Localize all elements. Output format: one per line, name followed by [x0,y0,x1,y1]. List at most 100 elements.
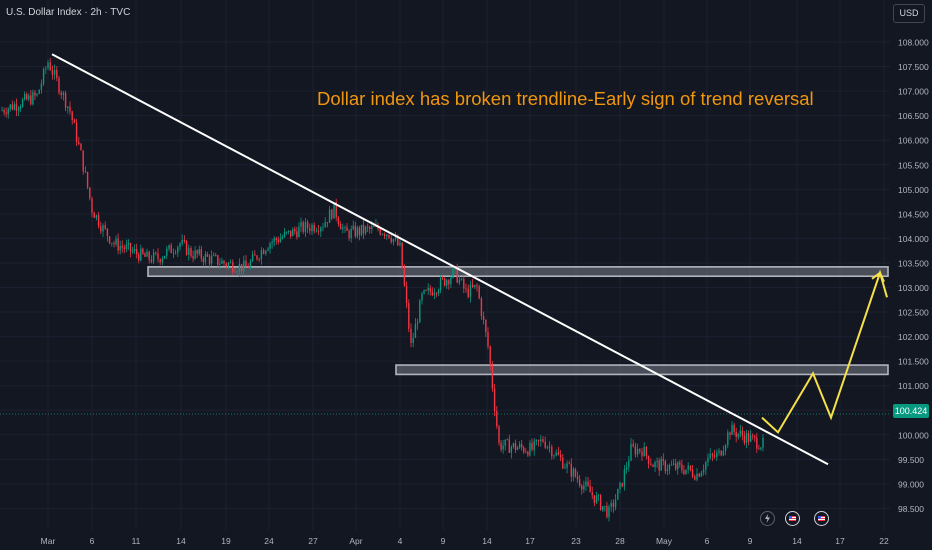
candle-body [229,262,232,264]
candle-body [660,458,662,471]
candle-body [458,279,461,283]
candle-body [745,433,748,443]
candle-body [339,223,342,230]
candle-body [185,241,188,255]
candle-body [555,452,557,456]
candle-body [546,446,549,448]
candle-body [696,473,698,480]
candle-body [394,237,397,240]
candle-body [362,224,365,234]
candle-body [179,243,181,247]
candle-body [127,243,130,245]
candle-body [585,481,587,486]
candle-body [161,258,164,263]
candle-body [285,231,288,233]
candle-body [602,506,604,510]
candle-body [518,444,521,448]
candle-body [496,410,498,427]
candle-body [562,457,564,469]
candle-body [480,298,483,317]
candle-body [269,243,271,249]
candle-body [196,250,198,254]
projection-arrowhead [871,271,885,283]
candle-body [516,447,519,450]
candle-body [129,243,132,252]
candle-body [500,442,502,450]
candle-body [427,287,429,291]
candle-body [119,246,121,251]
candle-body [78,142,80,144]
candle-body [115,238,117,245]
candle-body [687,465,689,470]
candle-body [1,110,3,111]
candle-body [599,495,602,510]
candle-body [702,469,705,473]
candle-body [150,259,153,262]
candle-body [40,83,43,90]
candle-body [80,143,82,151]
candle-body [194,250,196,259]
time-tick-label: 19 [221,536,231,546]
candle-body [452,269,454,278]
candle-body [535,439,538,441]
projection-path [761,269,888,434]
candle-body [625,467,628,470]
candle-body [121,246,123,248]
candle-body [348,230,350,238]
candle-body [674,463,677,470]
candle-body [333,202,335,219]
candle-body [157,253,159,260]
candle-body [227,262,230,267]
candle-body [439,277,442,291]
candle-body [533,440,535,450]
candle-body [737,433,739,437]
candle-body [632,443,634,447]
candle-body [399,242,401,246]
flag-us-icon[interactable] [785,511,800,526]
candle-body [292,229,294,237]
price-tick-label: 107.500 [898,62,929,72]
candle-body [581,485,583,490]
price-axis: 108.000 107.500 107.000 106.500 106.000 105.5… [890,0,932,550]
candle-body [652,464,654,468]
flag-us-icon[interactable] [814,511,829,526]
candle-body [508,439,511,453]
candle-body [412,338,414,343]
candle-body [410,328,412,343]
candle-body [383,234,386,237]
candle-body [60,92,62,96]
candle-body [104,225,106,229]
candle-body [204,254,207,262]
price-tick-label: 104.000 [898,234,929,244]
candle-body [125,244,128,250]
candle-body [553,455,555,457]
candle-body [614,499,617,507]
candle-body [106,228,109,237]
candle-body [36,93,38,96]
candle-body [743,435,746,443]
candle-body [747,433,750,442]
candle-body [142,248,144,254]
candle-body [482,316,485,320]
candle-body [612,502,615,507]
candle-body [304,222,307,232]
candle-body [56,69,58,78]
time-axis-bg [0,532,890,550]
price-tick-label: 108.000 [898,38,929,48]
candle-body [42,69,45,84]
candle-body [658,460,660,471]
candle-body [356,227,359,237]
candle-body [465,288,467,290]
candle-body [749,435,752,442]
currency-button[interactable]: USD [893,4,925,23]
candle-body [437,290,440,294]
price-tick-label: 100.000 [898,430,929,440]
candle-body [460,278,463,280]
candle-body [756,437,758,449]
candle-body [371,226,373,229]
lightning-icon[interactable] [760,511,775,526]
candle-body [739,430,742,434]
candle-body [265,250,267,254]
candle-body [123,247,126,250]
